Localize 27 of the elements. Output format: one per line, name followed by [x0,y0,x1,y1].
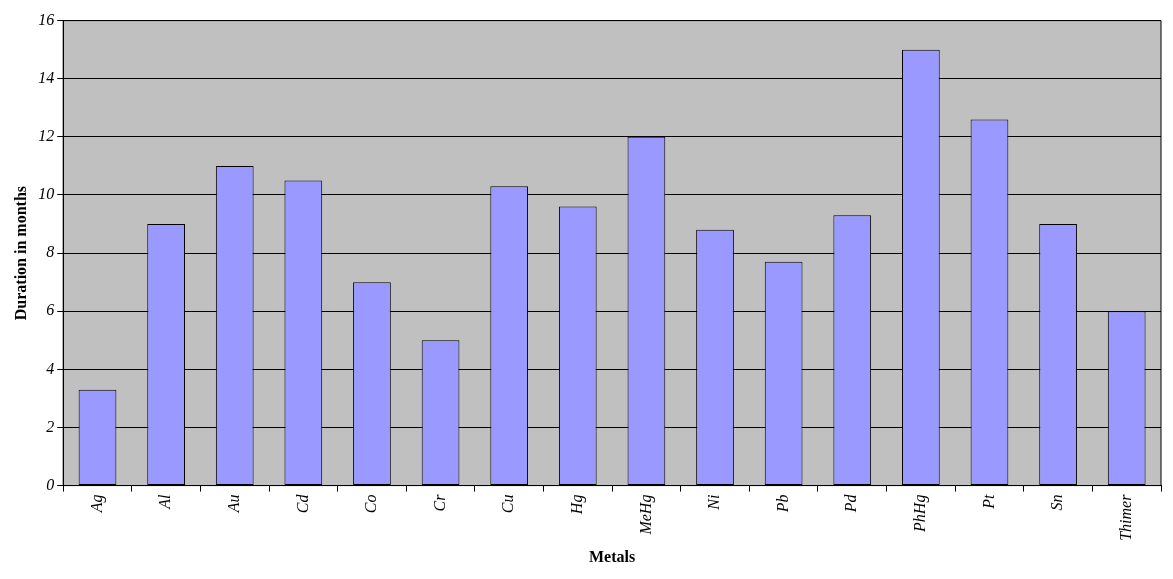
x-tick-label: Hg [568,494,586,516]
x-tick-label: Pt [979,494,997,510]
y-tick-label: 4 [46,359,55,377]
x-axis-title: Metals [589,547,636,565]
x-tick-label: Thimer [1116,493,1134,541]
y-axis-title: Duration in months [11,185,29,321]
y-tick-label: 16 [38,10,55,28]
y-tick-label: 2 [46,417,55,435]
x-tick-label: Sn [1048,494,1066,511]
x-tick-label: Pb [773,494,791,514]
x-tick-label: Ag [87,494,106,514]
y-tick-label: 0 [46,475,55,493]
x-tick-label: PhHg [911,494,930,533]
x-tick-label: Al [156,494,174,510]
x-tick-label: Pd [842,493,860,514]
y-tick-label: 6 [46,301,55,319]
x-tick-label: Ni [705,494,723,511]
x-tick-label: Co [362,494,380,514]
x-tick-label: Cd [293,493,311,514]
x-tick-label: Cr [430,493,448,512]
x-tick-label: Au [224,494,242,514]
x-tick-label: Cu [499,494,517,514]
x-tick-label: MeHg [636,494,655,536]
y-tick-label: 12 [38,127,55,145]
y-tick-label: 8 [46,243,55,261]
y-tick-label: 14 [38,68,55,86]
y-tick-label: 10 [38,185,55,203]
